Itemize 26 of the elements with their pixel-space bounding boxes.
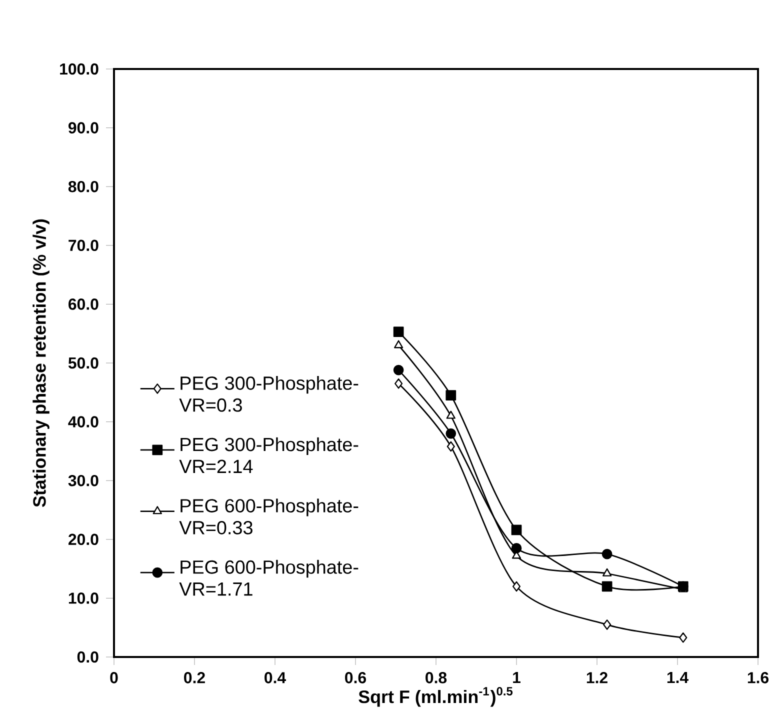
- x-tick-label: 1.2: [586, 672, 608, 684]
- y-tick-label: 50.0: [68, 357, 98, 369]
- x-tick-label: 0.2: [184, 672, 205, 684]
- y-tick-label: 10.0: [68, 592, 98, 604]
- y-tick-label: 0.0: [77, 651, 98, 663]
- x-tick-label: 0.8: [426, 672, 447, 684]
- x-tick-label: 1: [513, 672, 520, 684]
- y-tick-label: 80.0: [68, 180, 98, 192]
- legend-label: PEG 300-Phosphate-VR=2.14: [179, 437, 358, 473]
- y-tick-label: 70.0: [68, 240, 98, 252]
- x-tick-label: 0.4: [264, 672, 286, 684]
- y-axis-title: Stationary phase retention (% v/v): [32, 219, 50, 507]
- y-tick-label: 100.0: [60, 63, 98, 75]
- y-tick-label: 60.0: [68, 298, 98, 310]
- legend-label: PEG 600-Phosphate-VR=0.33: [179, 498, 358, 534]
- y-tick-label: 20.0: [68, 534, 98, 546]
- x-tick-label: 1.6: [748, 672, 768, 684]
- legend-label: PEG 300-Phosphate-VR=0.3: [179, 376, 358, 412]
- x-axis-title: Sqrt F (ml.min$^{-1}$)$^{0.5}$: [358, 687, 513, 707]
- y-tick-label: 90.0: [68, 122, 98, 134]
- x-tick-label: 0.6: [345, 672, 366, 684]
- x-tick-label: 0: [110, 672, 118, 684]
- y-tick-label: 30.0: [68, 474, 98, 486]
- y-tick-label: 40.0: [68, 416, 98, 428]
- legend-label: PEG 600-Phosphate-VR=1.71: [179, 560, 358, 596]
- x-tick-label: 1.4: [667, 672, 688, 684]
